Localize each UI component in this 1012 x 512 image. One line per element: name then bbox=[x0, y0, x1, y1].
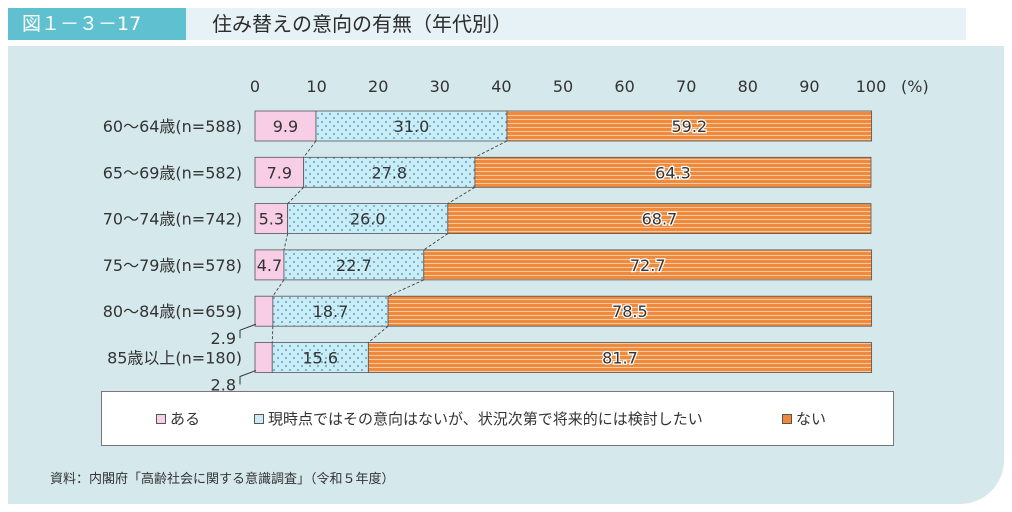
segment-genji bbox=[287, 203, 449, 235]
legend-label-nai: ない bbox=[796, 410, 827, 428]
value-label: 9.9 bbox=[273, 117, 298, 136]
segment-genji bbox=[283, 249, 425, 281]
category-label: 80～84歳(n=659) bbox=[103, 302, 242, 321]
value-label: 27.8 bbox=[371, 163, 407, 182]
category-label: 85歳以上(n=180) bbox=[107, 349, 242, 368]
connector-line bbox=[271, 326, 274, 343]
value-label: 72.7 bbox=[630, 256, 666, 275]
connector-line bbox=[368, 325, 389, 343]
legend-swatch-genji bbox=[254, 413, 264, 424]
value-label: 2.8 bbox=[211, 376, 236, 395]
segment-aru bbox=[254, 295, 274, 327]
value-label: 18.7 bbox=[313, 302, 349, 321]
x-tick-label: 60 bbox=[614, 77, 634, 96]
x-tick-label: 30 bbox=[430, 77, 450, 96]
source-note: 資料：内閣府「高齢社会に関する意識調査」（令和５年度） bbox=[50, 472, 395, 487]
x-tick-label: 50 bbox=[553, 77, 573, 96]
value-label: 31.0 bbox=[394, 117, 430, 136]
value-label: 4.7 bbox=[257, 256, 282, 275]
x-tick-label: 0 bbox=[250, 77, 260, 96]
segment-nai bbox=[506, 110, 873, 142]
segment-genji bbox=[271, 342, 369, 373]
x-tick-label: 80 bbox=[738, 77, 758, 96]
legend-label-aru: ある bbox=[170, 410, 201, 428]
legend: ある 現時点ではその意向はないが、状況次第で将来的には検討したい ない bbox=[101, 391, 894, 446]
value-label: 64.3 bbox=[655, 163, 691, 182]
segment-aru bbox=[254, 156, 305, 188]
legend-label-genji: 現時点ではその意向はないが、状況次第で将来的には検討したい bbox=[268, 410, 703, 428]
leader-line bbox=[239, 370, 257, 385]
x-tick-label: 40 bbox=[491, 77, 511, 96]
segment-nai bbox=[367, 342, 873, 373]
value-label: 59.2 bbox=[671, 117, 707, 136]
segment-nai bbox=[423, 249, 873, 281]
connector-line bbox=[474, 140, 508, 158]
category-label: 60～64歳(n=588) bbox=[103, 117, 242, 136]
connector-line bbox=[387, 279, 424, 297]
x-tick-label: 70 bbox=[676, 77, 696, 96]
connector-line bbox=[423, 233, 449, 251]
chart-title: 住み替えの意向の有無（年代別） bbox=[212, 12, 512, 36]
category-label: 75～79歳(n=578) bbox=[103, 256, 242, 275]
legend-item-aru: ある bbox=[156, 392, 200, 445]
value-label: 2.9 bbox=[211, 329, 236, 348]
segment-nai bbox=[387, 295, 873, 327]
connector-line bbox=[303, 140, 317, 158]
value-label: 81.7 bbox=[602, 349, 638, 368]
unit-label: (%) bbox=[901, 77, 929, 96]
legend-swatch-nai bbox=[782, 413, 792, 424]
category-label: 70～74歳(n=742) bbox=[103, 210, 242, 229]
connector-line bbox=[447, 186, 476, 204]
value-label: 26.0 bbox=[350, 210, 386, 229]
value-label: 68.7 bbox=[642, 210, 678, 229]
x-tick-label: 90 bbox=[799, 77, 819, 96]
legend-swatch-aru bbox=[156, 413, 166, 424]
legend-item-nai: ない bbox=[782, 392, 826, 445]
segment-aru bbox=[254, 342, 273, 373]
segment-aru bbox=[254, 203, 289, 235]
connector-line bbox=[283, 233, 289, 250]
connector-line bbox=[287, 186, 304, 204]
segment-genji bbox=[272, 295, 389, 327]
value-label: 22.7 bbox=[336, 256, 372, 275]
segment-aru bbox=[254, 249, 285, 281]
x-tick-label: 100 bbox=[856, 77, 887, 96]
figure-number: 図１－３－17 bbox=[8, 8, 186, 40]
segment-genji bbox=[303, 156, 476, 188]
leader-line bbox=[239, 323, 257, 339]
value-label: 78.5 bbox=[612, 302, 648, 321]
segment-genji bbox=[315, 110, 508, 142]
segment-nai bbox=[447, 203, 872, 235]
category-label: 65～69歳(n=582) bbox=[103, 163, 242, 182]
x-tick-label: 10 bbox=[306, 77, 326, 96]
x-tick-label: 20 bbox=[368, 77, 388, 96]
value-label: 15.6 bbox=[302, 349, 338, 368]
value-label: 7.9 bbox=[267, 163, 292, 182]
segment-nai bbox=[474, 156, 872, 188]
connector-line bbox=[272, 279, 285, 297]
legend-item-genji: 現時点ではその意向はないが、状況次第で将来的には検討したい bbox=[254, 392, 703, 445]
value-label: 5.3 bbox=[259, 210, 284, 229]
